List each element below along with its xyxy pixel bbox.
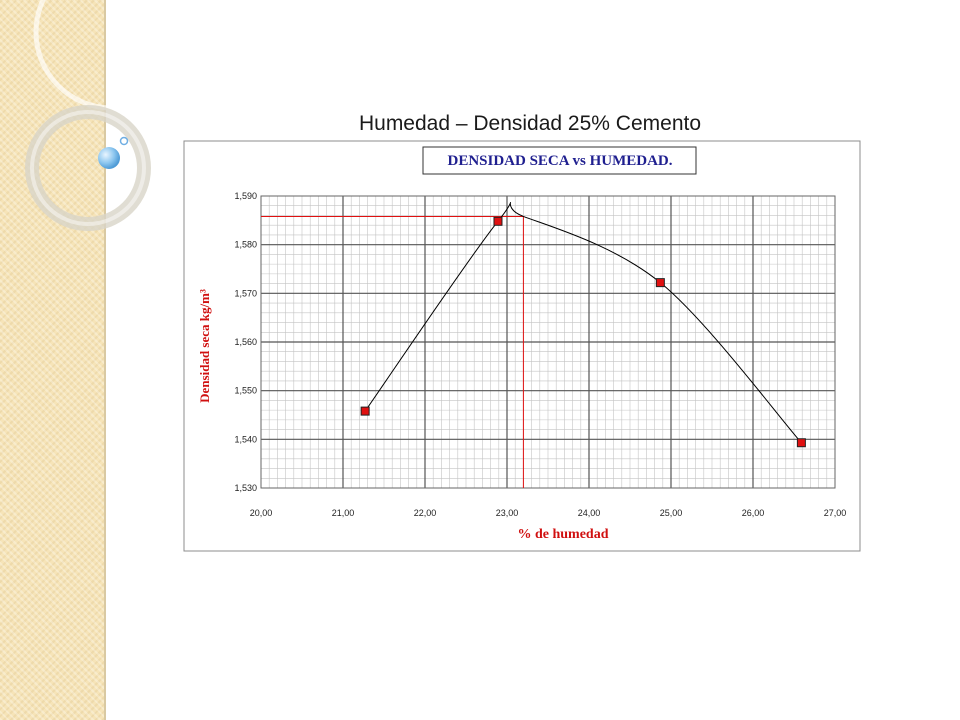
- x-tick-label: 23,00: [496, 508, 519, 518]
- chart-title-box: [422, 146, 697, 175]
- x-tick-labels: 20,00 21,00 22,00 23,00 24,00 25,00 26,00 27,00: [250, 508, 847, 518]
- x-axis-label: % de humedad: [517, 527, 608, 542]
- data-markers: [360, 216, 806, 448]
- y-tick-label: 1,540: [234, 434, 257, 444]
- optimum-reference-lines: [261, 215, 524, 488]
- major-grid: [261, 196, 835, 488]
- x-tick-label: 20,00: [250, 508, 273, 518]
- x-tick-label: 25,00: [660, 508, 683, 518]
- blue-bubble-icon: [98, 147, 120, 169]
- y-tick-label: 1,530: [234, 483, 257, 493]
- data-point-marker: [796, 438, 806, 448]
- data-point-marker: [493, 216, 503, 226]
- decorative-rings: [25, 0, 191, 231]
- y-tick-labels: 1,530 1,540 1,550 1,560 1,570 1,580 1,590: [234, 191, 257, 493]
- x-tick-label: 22,00: [414, 508, 437, 518]
- x-tick-label: 26,00: [742, 508, 765, 518]
- fitted-curve: [364, 202, 802, 444]
- y-tick-label: 1,560: [234, 337, 257, 347]
- x-tick-label: 27,00: [824, 508, 847, 518]
- side-decor-edge: [104, 0, 106, 720]
- y-tick-label: 1,590: [234, 191, 257, 201]
- y-axis-label: Densidad seca kg/m³: [197, 289, 212, 403]
- y-tick-label: 1,570: [234, 288, 257, 298]
- x-tick-label: 24,00: [578, 508, 601, 518]
- chart-title: DENSIDAD SECA vs HUMEDAD.: [447, 153, 672, 169]
- plot-area: [260, 195, 836, 489]
- data-point-marker: [360, 406, 370, 416]
- chart-frame: [183, 140, 861, 552]
- x-tick-label: 21,00: [332, 508, 355, 518]
- y-tick-label: 1,580: [234, 240, 257, 250]
- data-point-marker: [655, 278, 665, 288]
- slide-title: Humedad – Densidad 25% Cemento: [358, 112, 702, 135]
- y-tick-label: 1,550: [234, 386, 257, 396]
